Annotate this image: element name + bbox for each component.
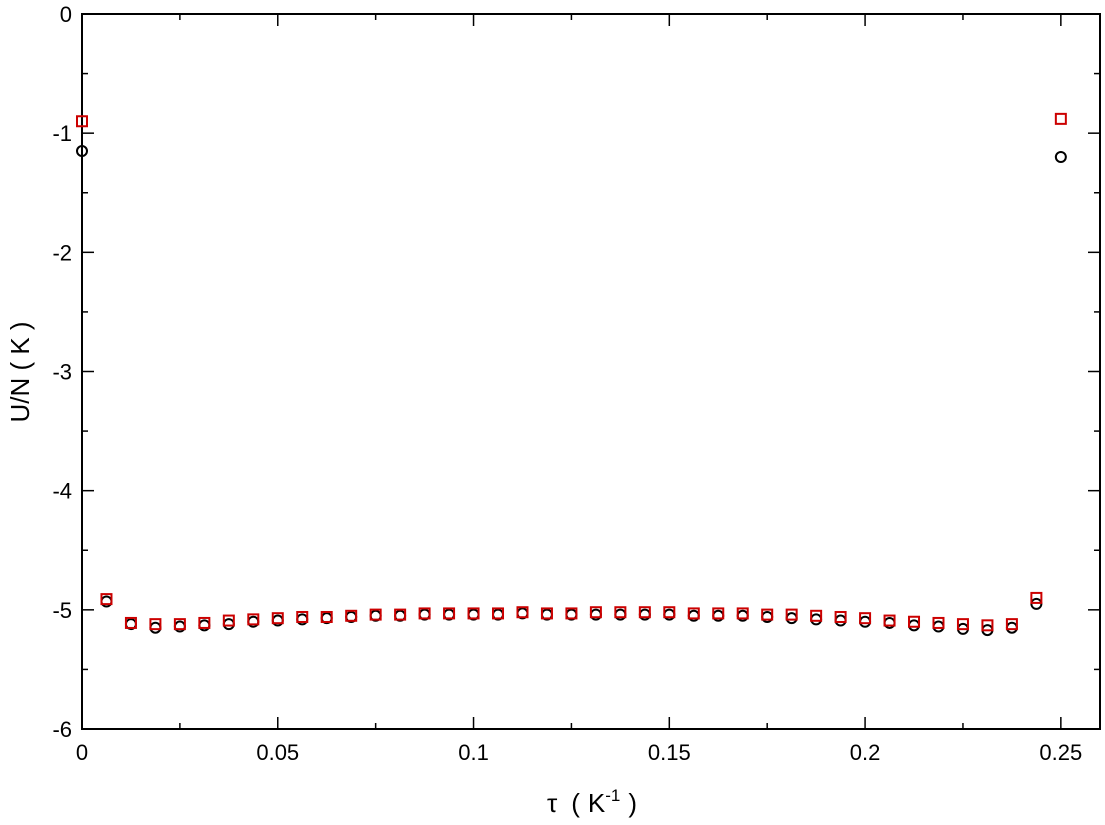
- series-circle: [76, 145, 1067, 637]
- data-point-square: [320, 610, 333, 623]
- y-tick-label: -1: [52, 121, 72, 146]
- data-point-circle: [908, 619, 921, 632]
- data-point-circle: [932, 620, 945, 633]
- data-point-square: [589, 606, 602, 619]
- x-axis-open-paren: (: [571, 788, 580, 818]
- x-tick-label: 0.15: [648, 740, 691, 765]
- data-point-square: [467, 607, 480, 620]
- data-point-square: [516, 606, 529, 619]
- data-point-square: [638, 606, 651, 619]
- y-tick-label: 0: [60, 2, 72, 27]
- data-point-square: [198, 616, 211, 629]
- x-axis-close-paren: ): [628, 788, 637, 818]
- data-point-square: [785, 608, 798, 621]
- data-point-square: [1030, 591, 1043, 604]
- data-point-square: [492, 607, 505, 620]
- data-point-square: [859, 612, 872, 625]
- data-point-circle: [1054, 151, 1067, 163]
- data-point-square: [956, 618, 969, 631]
- series-square: [76, 112, 1067, 632]
- data-point-square: [614, 606, 627, 619]
- data-point-square: [1005, 618, 1018, 631]
- data-point-circle: [785, 612, 798, 625]
- x-axis-symbol: τ: [547, 788, 558, 818]
- data-point-square: [124, 616, 137, 629]
- data-point-square: [565, 607, 578, 620]
- data-point-square: [932, 616, 945, 629]
- x-axis-ticks: 0 0.05 0.1 0.15 0.2 0.25: [76, 14, 1082, 765]
- data-point-square: [540, 607, 553, 620]
- x-tick-label: 0: [76, 740, 88, 765]
- data-point-square: [883, 614, 896, 627]
- data-point-square: [418, 607, 431, 620]
- data-point-square: [345, 609, 358, 622]
- y-tick-label: -2: [52, 240, 72, 265]
- data-point-square: [712, 607, 725, 620]
- data-point-square: [173, 618, 186, 631]
- data-point-square: [149, 618, 162, 631]
- data-point-square: [981, 619, 994, 632]
- data-point-circle: [76, 145, 88, 158]
- y-tick-label: -5: [52, 598, 72, 623]
- y-tick-label: -3: [52, 360, 72, 385]
- data-point-square: [100, 593, 113, 606]
- y-tick-label: -6: [52, 717, 72, 742]
- data-point-square: [222, 614, 235, 627]
- x-axis-unit-exponent: -1: [605, 786, 620, 805]
- x-axis-label: τ ( K-1): [547, 786, 637, 818]
- data-point-circle: [810, 613, 823, 626]
- data-point-square: [443, 607, 456, 620]
- data-point-square: [394, 608, 407, 621]
- data-point-circle: [1005, 621, 1018, 634]
- data-point-square: [736, 607, 749, 620]
- data-point-square: [687, 607, 700, 620]
- y-tick-label: -4: [52, 479, 72, 504]
- data-point-square: [761, 608, 774, 621]
- x-tick-label: 0.2: [850, 740, 881, 765]
- y-axis-ticks: 0 -1 -2 -3 -4 -5 -6: [52, 2, 1100, 742]
- x-tick-label: 0.05: [256, 740, 299, 765]
- x-tick-label: 0.25: [1039, 740, 1082, 765]
- data-point-circle: [222, 618, 235, 631]
- data-point-square: [76, 115, 88, 128]
- data-point-circle: [834, 614, 847, 627]
- data-point-square: [810, 609, 823, 622]
- x-axis-unit: K: [588, 788, 606, 818]
- data-point-square: [1054, 112, 1067, 125]
- data-point-circle: [149, 621, 162, 634]
- data-point-circle: [859, 615, 872, 628]
- data-point-square: [296, 610, 309, 623]
- data-point-square: [834, 610, 847, 623]
- y-axis-label: U/N ( K ): [5, 321, 35, 422]
- x-tick-label: 0.1: [458, 740, 489, 765]
- data-point-square: [247, 613, 260, 626]
- data-series: [76, 112, 1067, 637]
- data-point-square: [271, 612, 284, 625]
- data-point-square: [369, 608, 382, 621]
- data-point-square: [908, 615, 921, 628]
- data-point-square: [663, 606, 676, 619]
